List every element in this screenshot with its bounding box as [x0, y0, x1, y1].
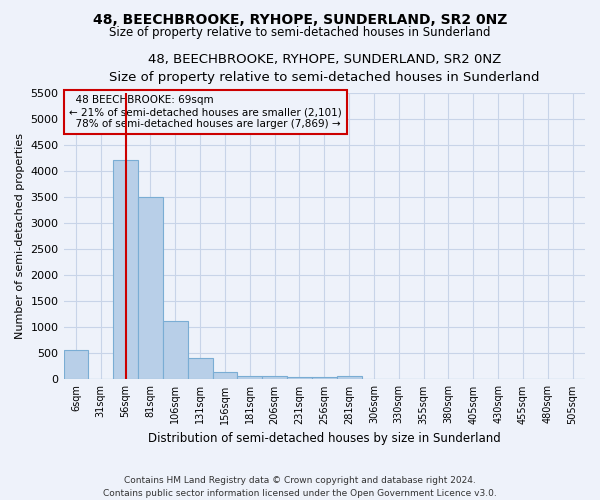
Bar: [212, 372, 238, 380]
Bar: [163, 320, 188, 380]
Bar: [64, 350, 88, 380]
Text: 48, BEECHBROOKE, RYHOPE, SUNDERLAND, SR2 0NZ: 48, BEECHBROOKE, RYHOPE, SUNDERLAND, SR2…: [93, 12, 507, 26]
Text: 48 BEECHBROOKE: 69sqm
← 21% of semi-detached houses are smaller (2,101)
  78% of: 48 BEECHBROOKE: 69sqm ← 21% of semi-deta…: [69, 96, 341, 128]
Y-axis label: Number of semi-detached properties: Number of semi-detached properties: [15, 133, 25, 339]
Bar: [238, 376, 262, 380]
Title: 48, BEECHBROOKE, RYHOPE, SUNDERLAND, SR2 0NZ
Size of property relative to semi-d: 48, BEECHBROOKE, RYHOPE, SUNDERLAND, SR2…: [109, 52, 539, 84]
Bar: [138, 197, 163, 380]
Text: Size of property relative to semi-detached houses in Sunderland: Size of property relative to semi-detach…: [109, 26, 491, 39]
Text: Contains HM Land Registry data © Crown copyright and database right 2024.
Contai: Contains HM Land Registry data © Crown c…: [103, 476, 497, 498]
Bar: [113, 160, 138, 380]
Bar: [262, 376, 287, 380]
Bar: [287, 377, 312, 380]
Bar: [337, 376, 362, 380]
Bar: [188, 358, 212, 380]
Bar: [312, 377, 337, 380]
X-axis label: Distribution of semi-detached houses by size in Sunderland: Distribution of semi-detached houses by …: [148, 432, 500, 445]
